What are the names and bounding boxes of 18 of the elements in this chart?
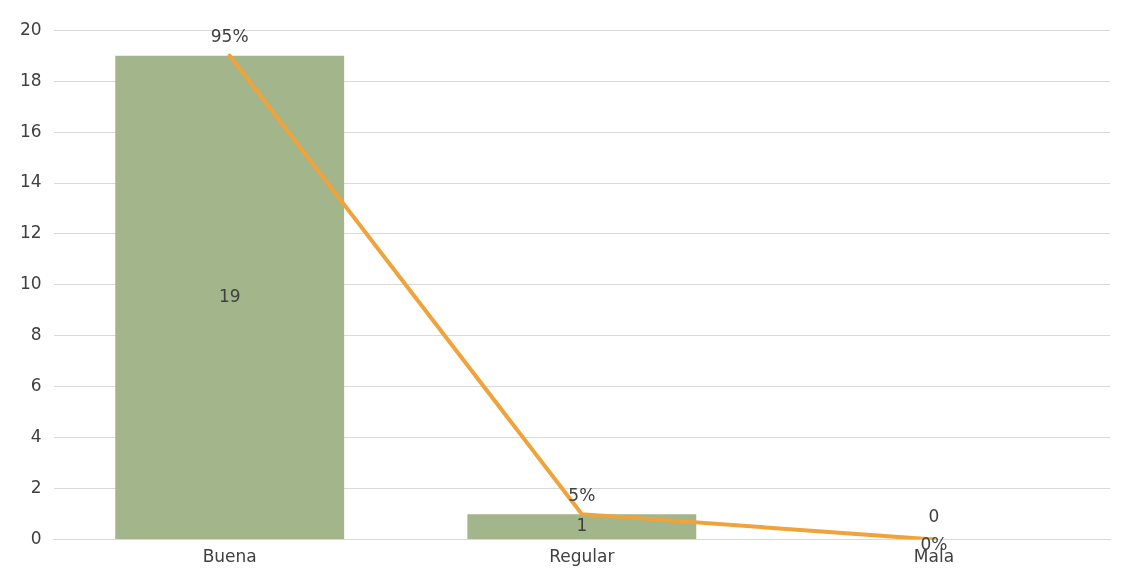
y-tick-label: 8 (30, 324, 42, 345)
y-tick-label: 16 (19, 120, 42, 141)
x-tick-label: Regular (549, 546, 615, 567)
data-label: 95% (210, 26, 249, 47)
data-label: 5% (568, 484, 596, 505)
x-tick-label: Buena (202, 546, 257, 567)
y-tick-label: 0 (30, 528, 42, 549)
y-tick-label: 20 (19, 18, 42, 39)
y-tick-label: 14 (19, 171, 42, 192)
y-tick-label: 2 (30, 477, 42, 498)
y-tick-label: 18 (19, 69, 42, 90)
data-label: 19 (218, 285, 241, 306)
data-label: 1 (576, 515, 588, 536)
y-tick-label: 6 (30, 375, 42, 396)
y-tick-label: 10 (19, 273, 42, 294)
y-tick-label: 4 (30, 426, 42, 447)
data-label: 0 (928, 506, 940, 527)
y-tick-label: 12 (19, 222, 42, 243)
